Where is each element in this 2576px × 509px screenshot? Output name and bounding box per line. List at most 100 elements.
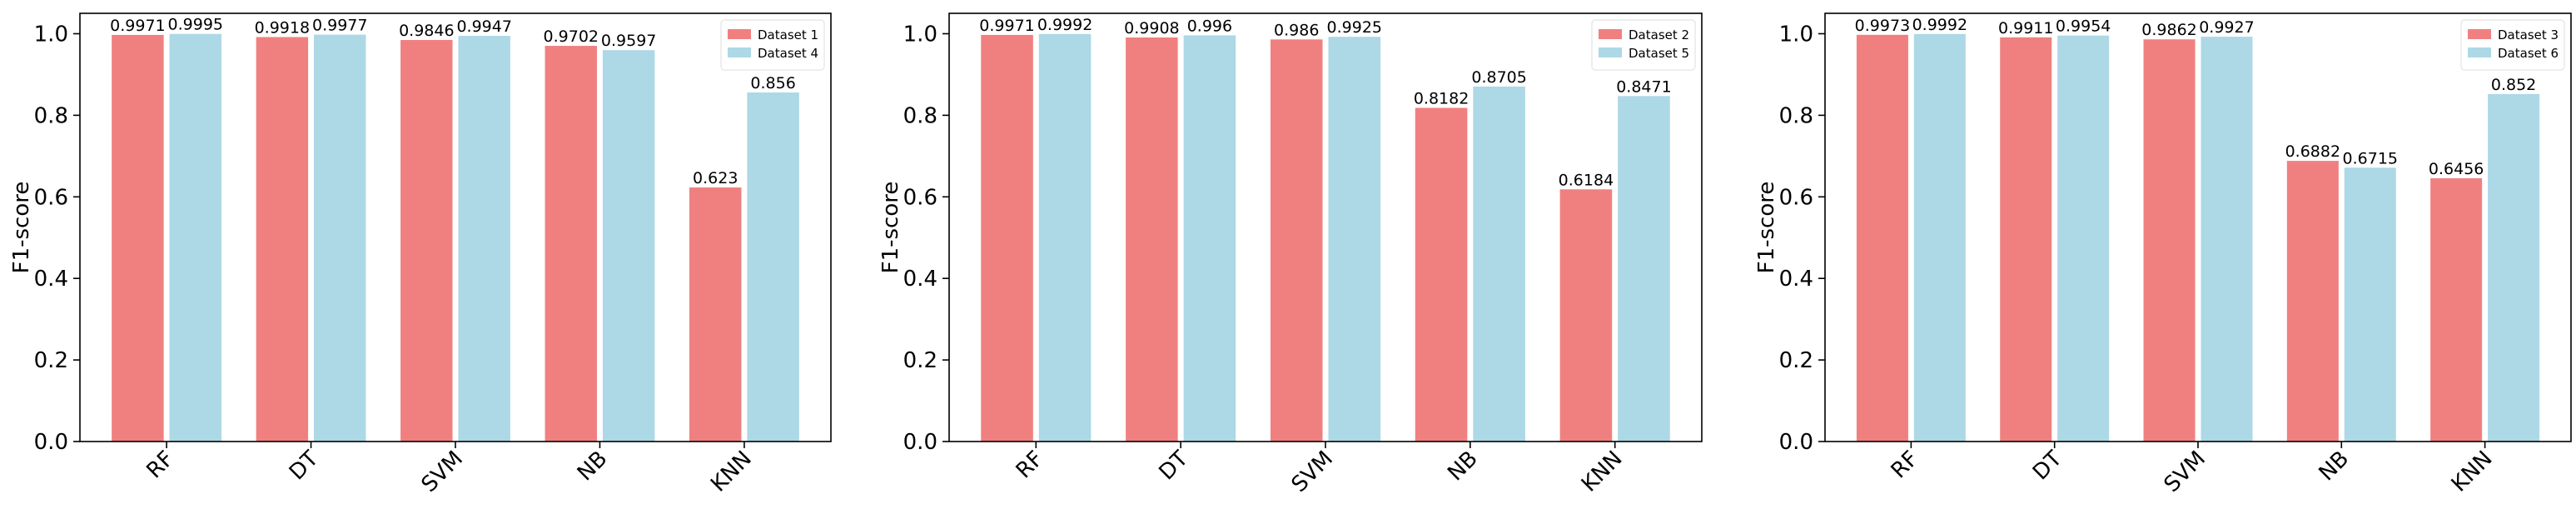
- value-label: 0.9954: [2056, 17, 2111, 36]
- x-tick-label: NB: [573, 447, 613, 487]
- bar: [458, 36, 510, 442]
- value-label: 0.986: [1274, 21, 1319, 39]
- y-tick-label: 0.4: [34, 267, 68, 292]
- bar: [1473, 86, 1525, 442]
- bar: [1270, 39, 1323, 442]
- value-label: 0.9971: [110, 17, 165, 35]
- value-label: 0.852: [2491, 76, 2536, 94]
- legend-swatch: [1599, 47, 1622, 57]
- y-tick-label: 0.8: [903, 103, 937, 128]
- legend-label: Dataset 4: [758, 46, 818, 61]
- value-label: 0.9925: [1327, 18, 1382, 37]
- axes-frame: [79, 12, 832, 442]
- x-tick-label: DT: [2028, 447, 2067, 486]
- value-label: 0.6882: [2285, 142, 2340, 161]
- bar: [602, 50, 655, 442]
- bar: [112, 34, 164, 442]
- x-tick-label: KNN: [2447, 447, 2498, 497]
- bar: [2057, 35, 2110, 442]
- value-label: 0.9995: [168, 16, 223, 34]
- value-label: 0.9702: [544, 27, 599, 46]
- legend-label: Dataset 3: [2498, 27, 2559, 42]
- bar: [2143, 39, 2196, 442]
- y-tick-label: 1.0: [1779, 22, 1813, 47]
- y-axis-label: F1-score: [9, 182, 34, 274]
- value-label: 0.9918: [255, 18, 310, 37]
- legend-label: Dataset 2: [1629, 27, 1689, 42]
- value-label: 0.8182: [1414, 89, 1469, 107]
- value-label: 0.9927: [2199, 18, 2254, 37]
- bar: [256, 37, 309, 442]
- bar: [1126, 37, 1178, 442]
- bar: [981, 34, 1033, 442]
- legend-swatch: [728, 47, 751, 57]
- bar: [169, 33, 221, 442]
- value-label: 0.9911: [1998, 19, 2053, 37]
- bar: [1183, 35, 1236, 442]
- value-label: 0.6184: [1559, 171, 1614, 189]
- value-label: 0.996: [1187, 17, 1232, 35]
- bar: [2000, 37, 2052, 442]
- legend-swatch: [2468, 29, 2491, 39]
- y-tick-label: 0.8: [1779, 103, 1813, 128]
- x-tick-label: KNN: [706, 447, 757, 497]
- value-label: 0.8705: [1471, 68, 1526, 87]
- x-tick-label: RF: [1887, 447, 1924, 484]
- value-label: 0.9992: [1912, 16, 1967, 34]
- y-tick-label: 0.2: [34, 348, 68, 373]
- value-label: 0.8471: [1616, 77, 1671, 96]
- bar: [400, 40, 453, 442]
- y-tick-label: 1.0: [903, 22, 937, 47]
- x-tick-label: KNN: [1577, 447, 1628, 497]
- bar: [1038, 33, 1092, 442]
- y-tick-label: 0.6: [903, 185, 937, 210]
- x-tick-label: NB: [2315, 447, 2355, 487]
- bar: [747, 92, 799, 442]
- x-tick-label: RF: [1012, 447, 1049, 484]
- legend-label: Dataset 1: [758, 27, 818, 42]
- bar: [1328, 37, 1381, 442]
- bar: [1415, 107, 1468, 442]
- bar: [1618, 96, 1670, 442]
- legend-label: Dataset 5: [1629, 46, 1689, 61]
- bar: [1856, 34, 1908, 442]
- y-tick-label: 0.2: [903, 348, 937, 373]
- legend-label: Dataset 6: [2498, 46, 2559, 61]
- value-label: 0.6715: [2343, 149, 2398, 167]
- value-label: 0.9973: [1855, 17, 1910, 35]
- bar: [1913, 33, 1966, 442]
- y-axis-label: F1-score: [1754, 182, 1779, 274]
- x-tick-label: DT: [1155, 447, 1194, 486]
- x-tick-label: RF: [142, 447, 179, 484]
- x-tick-label: SVM: [1287, 447, 1338, 497]
- value-label: 0.623: [693, 169, 738, 187]
- value-label: 0.9947: [456, 17, 511, 36]
- y-tick-label: 0.8: [34, 103, 68, 128]
- y-tick-label: 0.6: [34, 185, 68, 210]
- bar: [314, 34, 366, 442]
- bar: [545, 46, 597, 442]
- y-tick-label: 0.2: [1779, 348, 1813, 373]
- value-label: 0.856: [750, 74, 795, 92]
- value-label: 0.9597: [601, 32, 656, 50]
- y-tick-label: 0.4: [1779, 267, 1813, 292]
- y-tick-label: 0.0: [34, 430, 68, 455]
- x-tick-label: NB: [1443, 447, 1483, 487]
- y-axis-label: F1-score: [878, 182, 903, 274]
- legend-swatch: [2468, 47, 2491, 57]
- y-tick-label: 0.6: [1779, 185, 1813, 210]
- legend-swatch: [728, 29, 751, 39]
- y-tick-label: 0.4: [903, 267, 937, 292]
- x-tick-label: SVM: [2160, 447, 2210, 497]
- bar: [2286, 161, 2339, 442]
- bar: [689, 187, 742, 442]
- bar: [2488, 93, 2540, 442]
- value-label: 0.6456: [2429, 160, 2484, 178]
- value-label: 0.9908: [1124, 19, 1179, 37]
- y-tick-label: 1.0: [34, 22, 68, 47]
- axes-frame: [948, 12, 1703, 442]
- value-label: 0.9992: [1037, 16, 1092, 34]
- legend-swatch: [1599, 29, 1622, 39]
